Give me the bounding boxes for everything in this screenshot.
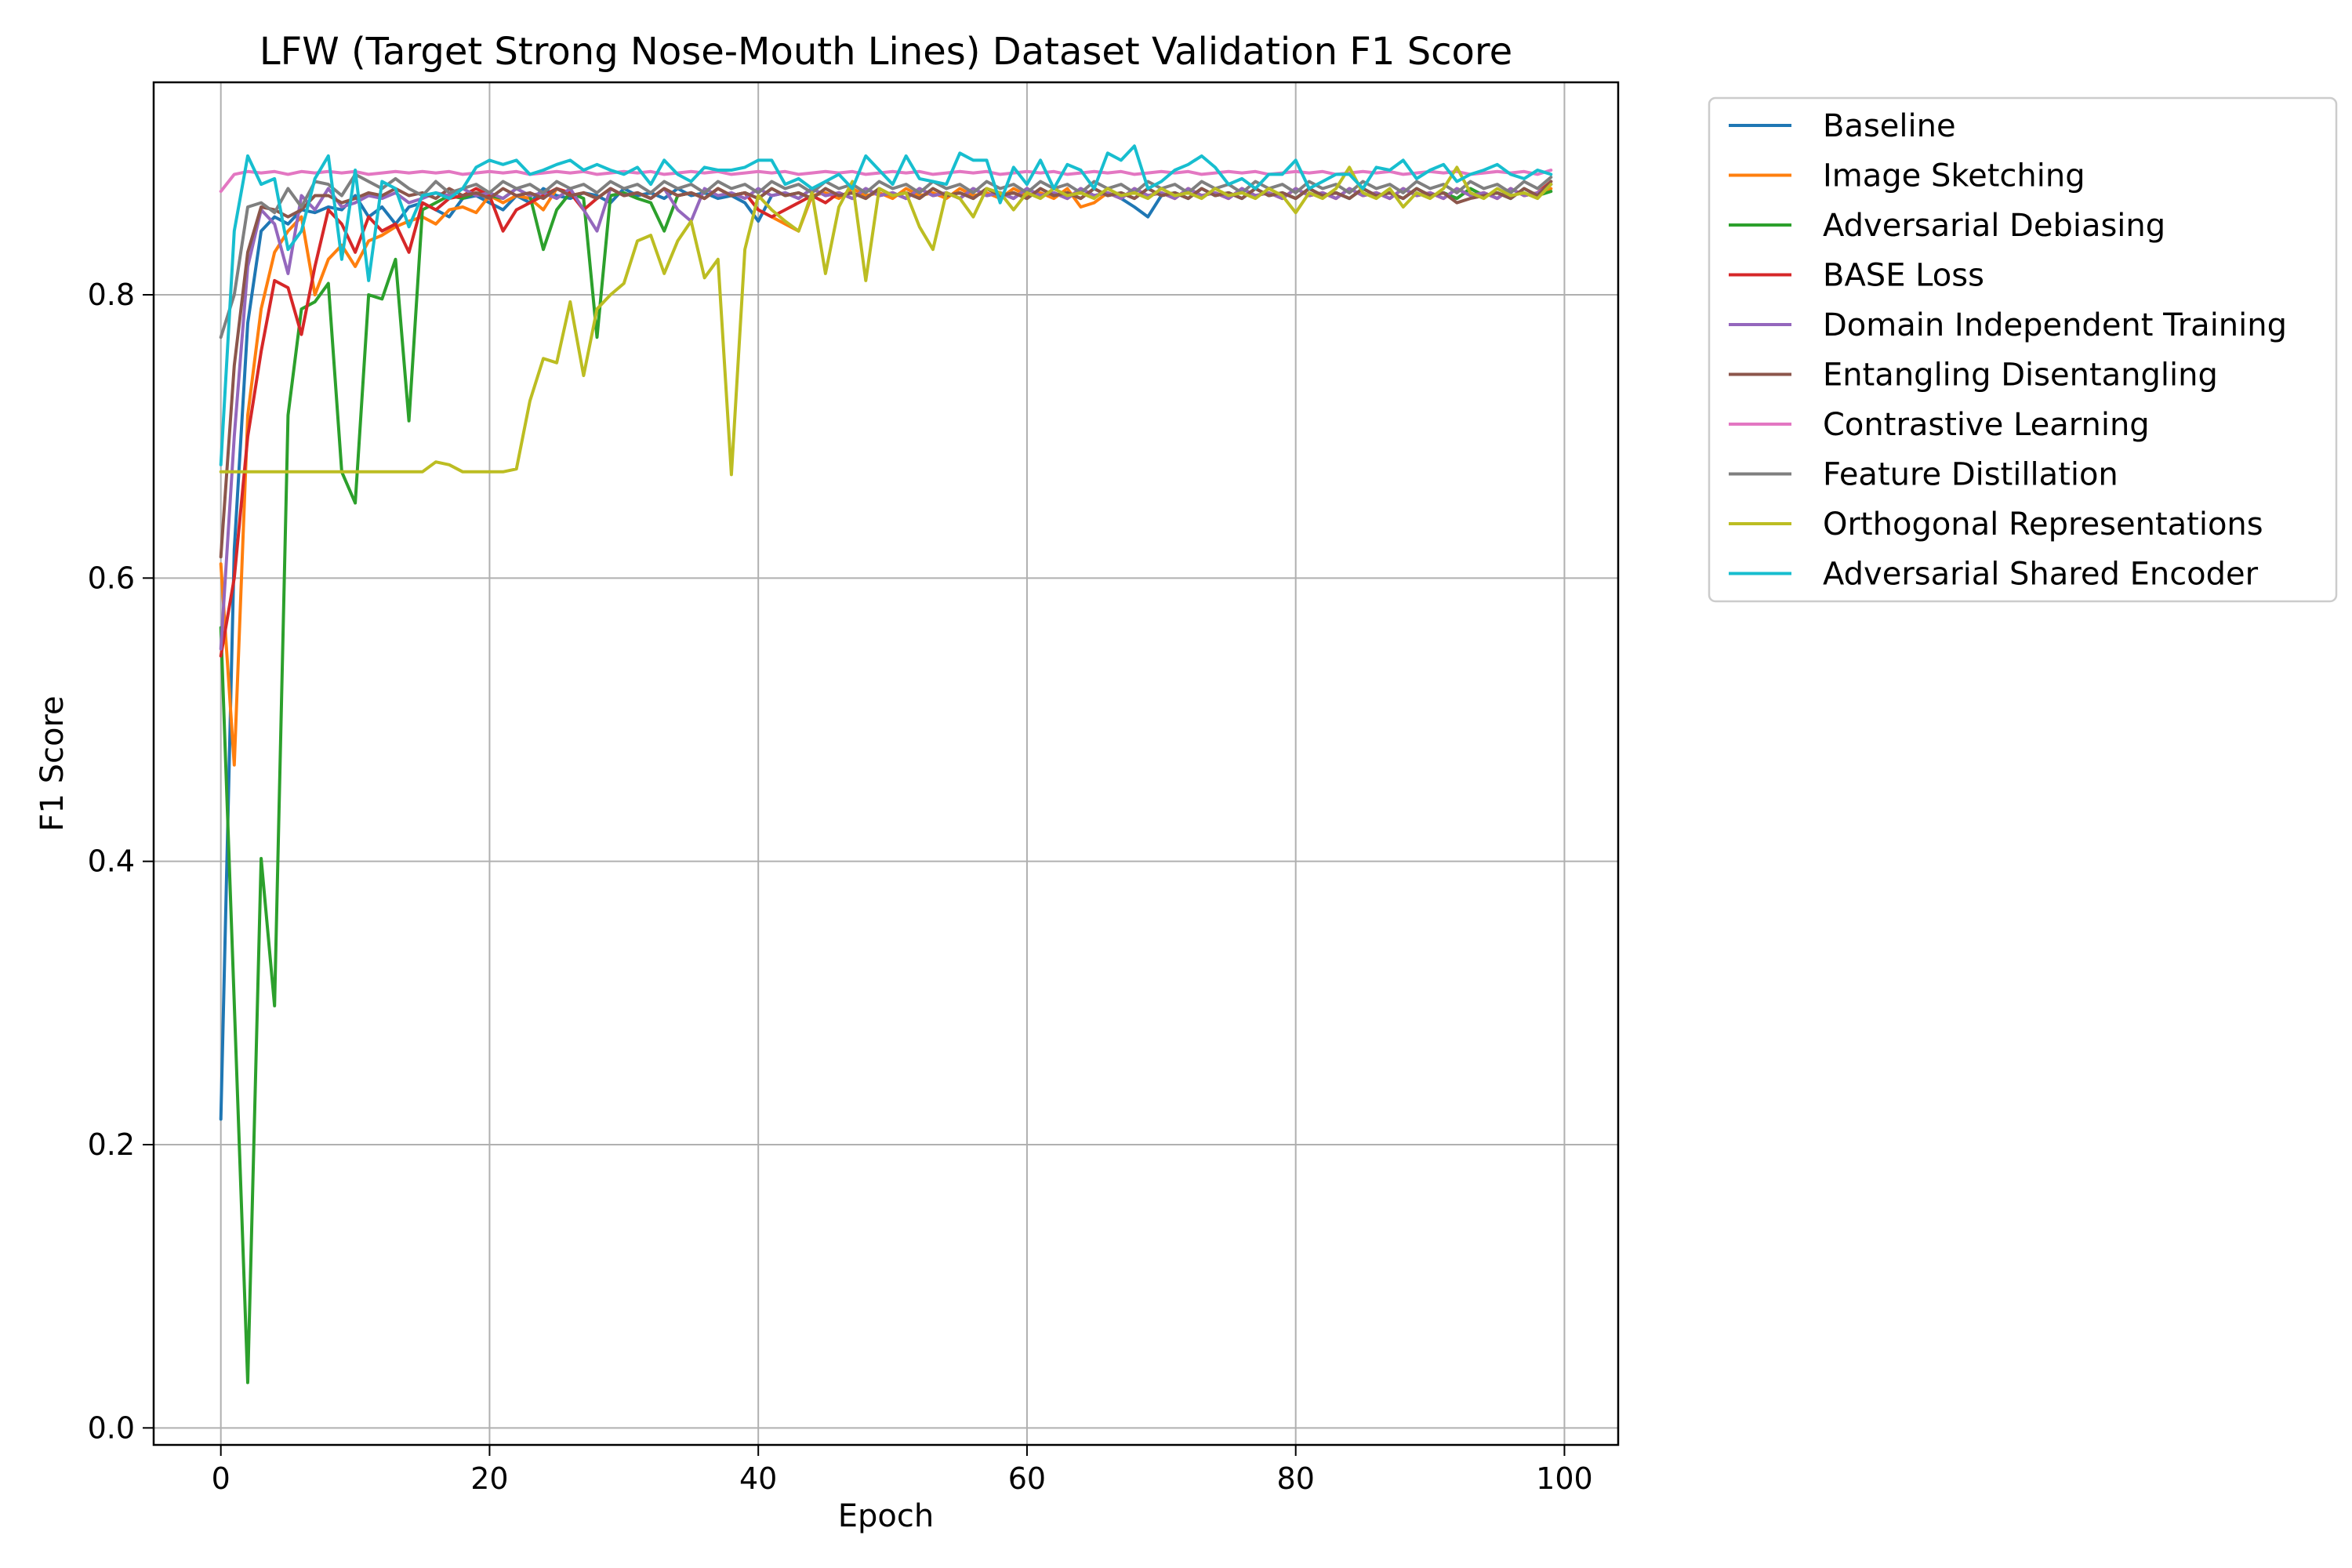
- legend-label: Adversarial Debiasing: [1823, 208, 2165, 244]
- plot-lines: [219, 144, 1553, 1385]
- y-tick-label: 0.6: [88, 561, 135, 595]
- y-axis-label: F1 Score: [34, 695, 71, 831]
- x-tick-label: 80: [1277, 1461, 1315, 1496]
- legend-item-baseline: Baseline: [1729, 108, 1956, 144]
- x-tick-label: 100: [1536, 1461, 1593, 1496]
- series-line-contrastive-learning: [219, 169, 1553, 194]
- y-tick-label: 0.8: [88, 278, 135, 312]
- y-tick-label: 0.2: [88, 1127, 135, 1162]
- y-axis: 0.0 0.2 0.4 0.6 0.8: [88, 278, 154, 1445]
- legend-label: Contrastive Learning: [1823, 407, 2150, 443]
- x-tick-label: 20: [470, 1461, 508, 1496]
- series-line-feature-distillation: [219, 172, 1553, 339]
- legend-label: Adversarial Shared Encoder: [1823, 557, 2259, 593]
- plot-frame: [152, 81, 1620, 1446]
- gridlines: [154, 82, 1618, 1445]
- legend-item-feature-distillation: Feature Distillation: [1729, 457, 2118, 493]
- legend-item-domain-independent-training: Domain Independent Training: [1729, 307, 2287, 343]
- series-line-adversarial-shared-encoder: [219, 144, 1553, 466]
- legend-item-base-loss: BASE Loss: [1729, 258, 1984, 294]
- legend-item-contrastive-learning: Contrastive Learning: [1729, 407, 2150, 443]
- legend-label: Domain Independent Training: [1823, 307, 2287, 343]
- x-axis: 0 20 40 60 80 100: [212, 1445, 1593, 1496]
- series-line-orthogonal-representations: [219, 165, 1553, 477]
- x-axis-label: Epoch: [838, 1498, 934, 1534]
- x-tick-label: 0: [212, 1461, 230, 1496]
- legend-item-adversarial-debiasing: Adversarial Debiasing: [1729, 208, 2165, 244]
- legend-item-orthogonal-representations: Orthogonal Representations: [1729, 506, 2263, 543]
- x-tick-label: 40: [739, 1461, 777, 1496]
- y-tick-label: 0.0: [88, 1410, 135, 1445]
- legend-frame: [1708, 96, 2338, 603]
- legend-label: Entangling Disentangling: [1823, 358, 2218, 394]
- legend: Baseline Image Sketching Adversarial Debia…: [1708, 96, 2338, 603]
- legend-item-entangling-disentangling: Entangling Disentangling: [1729, 358, 2218, 394]
- y-tick-label: 0.4: [88, 844, 135, 879]
- legend-label: Image Sketching: [1823, 158, 2085, 194]
- legend-label: Baseline: [1823, 108, 1956, 144]
- legend-item-adversarial-shared-encoder: Adversarial Shared Encoder: [1729, 557, 2259, 593]
- legend-label: BASE Loss: [1823, 258, 1984, 294]
- legend-label: Feature Distillation: [1823, 457, 2118, 493]
- chart-title: LFW (Target Strong Nose-Mouth Lines) Dat…: [260, 30, 1512, 74]
- x-tick-label: 60: [1008, 1461, 1046, 1496]
- legend-label: Orthogonal Representations: [1823, 506, 2263, 543]
- legend-item-image-sketching: Image Sketching: [1729, 158, 2085, 194]
